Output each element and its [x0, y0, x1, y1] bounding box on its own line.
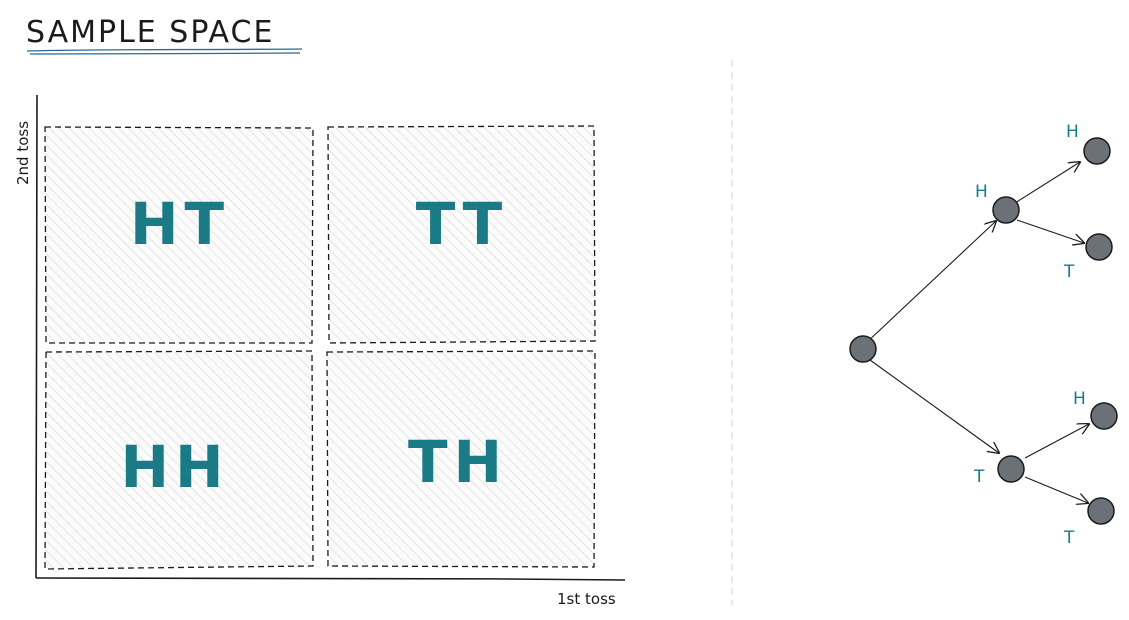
tree-label-ht: T	[1063, 262, 1075, 282]
grid-cell-top-right: TT	[327, 125, 596, 344]
sample-space-grid: 2nd toss 1st toss HT TT HH TH	[14, 94, 626, 608]
tree-node-h	[992, 196, 1020, 224]
x-axis-label: 1st toss	[557, 590, 616, 608]
edge-h-h	[1014, 162, 1080, 204]
tree-node-root	[849, 335, 877, 363]
y-axis	[35, 94, 38, 579]
tree-label-th: H	[1073, 389, 1086, 409]
tree-label-h: H	[975, 182, 988, 202]
title-underline	[26, 48, 303, 55]
grid-cell-bottom-left: HH	[44, 350, 314, 570]
edge-t-t	[1024, 476, 1088, 503]
edge-root-t	[869, 359, 999, 453]
title-group: SAMPLE SPACE	[26, 15, 303, 55]
x-axis	[35, 576, 626, 581]
tree-node-ht	[1085, 233, 1113, 261]
page-title: SAMPLE SPACE	[26, 15, 274, 50]
tree-node-tt	[1087, 497, 1115, 525]
probability-tree: H T H T H T	[849, 122, 1118, 548]
edge-root-h	[865, 221, 996, 344]
tree-label-tt: T	[1063, 528, 1075, 548]
y-axis-label: 2nd toss	[14, 121, 32, 185]
cell-label-ht: HT	[130, 190, 230, 258]
edge-t-h	[1024, 424, 1089, 459]
tree-label-t: T	[973, 467, 985, 487]
edge-h-t	[1016, 219, 1084, 243]
tree-node-th	[1090, 402, 1118, 430]
tree-node-t	[997, 455, 1025, 483]
tree-label-hh: H	[1066, 122, 1079, 142]
cell-label-hh: HH	[120, 433, 229, 501]
grid-cell-bottom-right: TH	[326, 350, 596, 568]
cell-label-th: TH	[408, 428, 508, 496]
cell-label-tt: TT	[416, 190, 508, 258]
tree-node-hh	[1083, 137, 1111, 165]
grid-cell-top-left: HT	[44, 126, 314, 344]
